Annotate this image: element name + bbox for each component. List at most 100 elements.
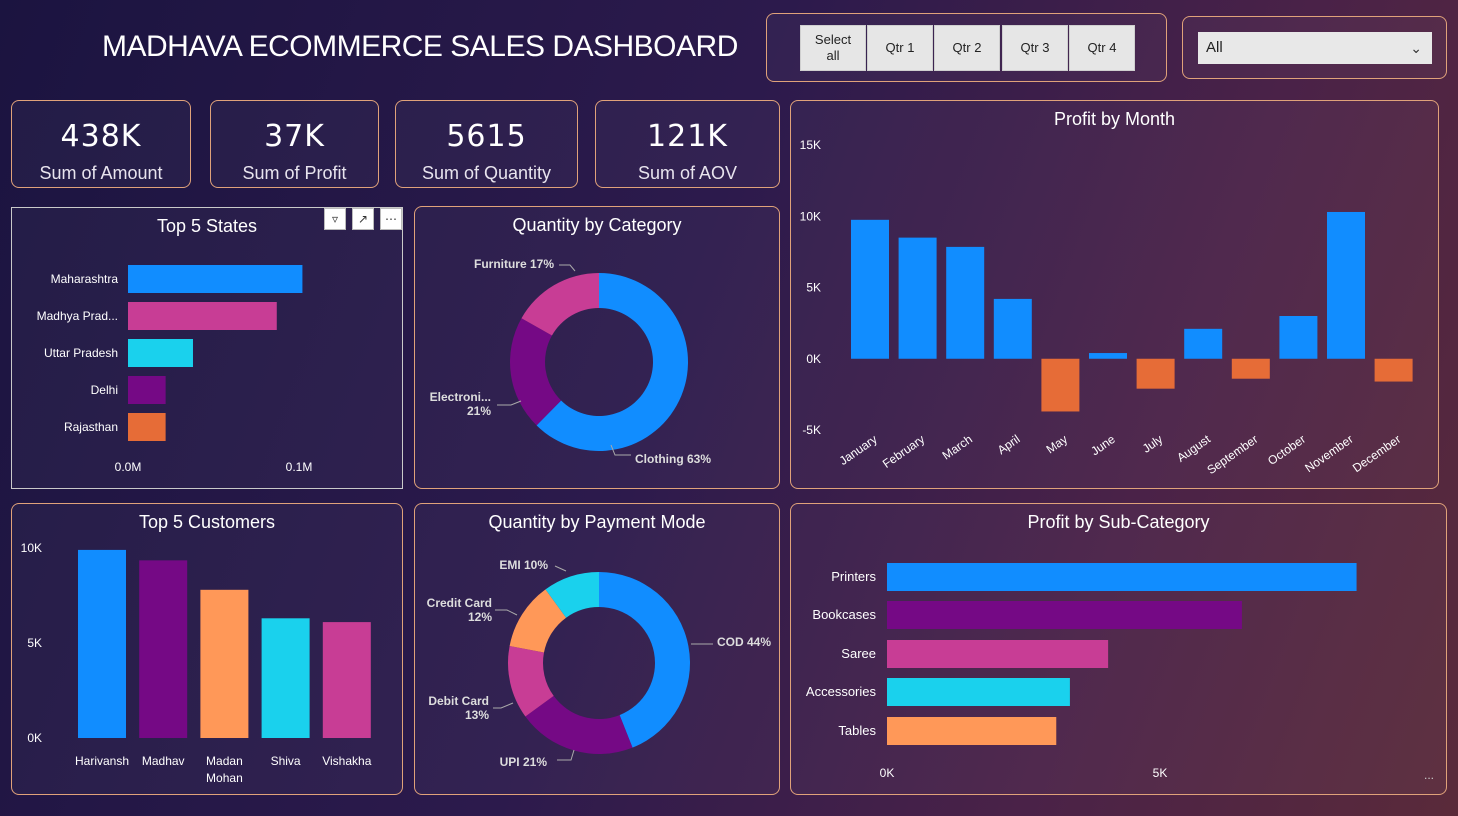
slicer-qtr3-button[interactable]: Qtr 3 — [1002, 25, 1068, 71]
tick-label: 0K — [806, 352, 821, 366]
slice — [509, 589, 567, 653]
bar — [1279, 316, 1318, 359]
slice-label: EMI 10% — [499, 558, 548, 572]
category-label: Tables — [838, 723, 876, 738]
bar — [887, 563, 1357, 591]
slicer-qtr2-button[interactable]: Qtr 2 — [934, 25, 1000, 71]
leader-line — [493, 702, 514, 709]
chart-title: Quantity by Payment Mode — [488, 512, 706, 532]
bar — [887, 640, 1109, 668]
tick-label: 0K — [880, 766, 895, 780]
bar — [261, 618, 310, 738]
tick-label: 10K — [21, 541, 42, 555]
bar — [128, 413, 166, 441]
bar — [200, 589, 249, 738]
slice — [525, 695, 633, 754]
focus-mode-icon[interactable]: ↗ — [352, 208, 374, 230]
kpi-card-amount: 438K Sum of Amount — [11, 100, 191, 188]
category-label: Vishakha — [322, 754, 371, 768]
category-label: Rajasthan — [64, 420, 118, 434]
bar — [898, 237, 937, 359]
bar — [1374, 358, 1413, 382]
category-label: September — [1204, 432, 1260, 477]
more-options-icon[interactable]: ⋯ — [380, 208, 402, 230]
bar — [128, 376, 166, 404]
leader-line — [554, 565, 567, 572]
category-label: Accessories — [806, 684, 877, 699]
bar — [946, 246, 985, 359]
category-label: August — [1174, 432, 1213, 465]
category-label: February — [880, 432, 927, 471]
slice-label: Furniture 17% — [474, 257, 554, 271]
bar — [322, 622, 371, 738]
tick-label: 0.0M — [115, 460, 142, 474]
qty-category-chart: Clothing 63% Electroni...21% Furniture 17% — [430, 257, 712, 466]
chevron-down-icon: ⌄ — [1410, 40, 1422, 56]
category-label: March — [940, 432, 975, 463]
filter-icon[interactable]: ▿ — [324, 208, 346, 230]
slice-label: Credit Card — [427, 596, 492, 610]
leader-line — [559, 264, 576, 272]
chart-title: Quantity by Category — [512, 215, 682, 235]
category-label: Bookcases — [812, 607, 876, 622]
slice-label: UPI 21% — [500, 755, 548, 769]
top-customers-panel: Top 5 Customers 10K 5K 0K Harivansh Madhav Ma… — [11, 503, 403, 795]
tick-label: 10K — [800, 209, 821, 223]
category-label: Delhi — [91, 383, 118, 397]
category-label: April — [995, 432, 1023, 457]
category-label: Maharashtra — [51, 272, 119, 286]
top-customers-chart: 10K 5K 0K Harivansh Madhav Madan Mohan Shiva Vis… — [21, 541, 372, 785]
tick-label: 0.1M — [286, 460, 313, 474]
slicer-qtr1-button[interactable]: Qtr 1 — [867, 25, 933, 71]
slice-label: COD 44% — [717, 635, 771, 649]
category-label: November — [1302, 432, 1355, 475]
kpi-label: Sum of Profit — [242, 163, 347, 183]
bar — [128, 339, 193, 367]
filter-dropdown[interactable]: All ⌄ — [1198, 32, 1432, 64]
kpi-label: Sum of Quantity — [421, 163, 552, 183]
category-label: Madhav — [142, 754, 185, 768]
bar — [887, 678, 1070, 706]
slice-label: Clothing 63% — [635, 452, 711, 466]
chart-title: Top 5 States — [156, 216, 258, 236]
tick-label: 5K — [806, 281, 821, 295]
leader-line — [557, 749, 575, 761]
profit-month-chart: 15K 10K 5K 0K -5K January February March April Ma… — [800, 138, 1413, 477]
slice-label: 21% — [467, 404, 491, 418]
profit-subcat-chart: Printers Bookcases Saree Accessories Tables 0… — [806, 563, 1357, 780]
bar — [139, 560, 188, 738]
bar — [887, 717, 1057, 745]
bar — [1136, 358, 1175, 389]
category-label: May — [1044, 432, 1071, 456]
kpi-card-quantity: 5615 Sum of Quantity — [395, 100, 578, 188]
top-states-panel[interactable]: Top 5 States ▿ ↗ ⋯ Maharashtra Madhya Pra… — [11, 207, 403, 489]
slicer-qtr4-button[interactable]: Qtr 4 — [1069, 25, 1135, 71]
slice — [508, 645, 554, 717]
category-label: January — [837, 432, 880, 468]
kpi-value: 121K — [647, 119, 728, 154]
bar — [993, 298, 1032, 359]
slice — [599, 572, 690, 748]
bar — [128, 302, 277, 330]
more-indicator[interactable]: ... — [1423, 768, 1434, 782]
bar — [851, 219, 889, 359]
kpi-value: 438K — [60, 119, 142, 154]
kpi-card-aov: 121K Sum of AOV — [595, 100, 780, 188]
dropdown-slicer: All ⌄ — [1182, 16, 1447, 79]
slicer-button-label: Qtr 3 — [1020, 40, 1050, 55]
slicer-button-label: Qtr 2 — [952, 40, 982, 55]
slice-label: Debit Card — [428, 694, 489, 708]
slicer-select-all-button[interactable]: Select all — [800, 25, 866, 71]
category-label: Shiva — [271, 754, 301, 768]
slice — [545, 572, 599, 618]
category-label: Printers — [831, 569, 876, 584]
kpi-card-profit: 37K Sum of Profit — [210, 100, 379, 188]
bar — [1041, 358, 1080, 412]
quarter-slicer: Select all Qtr 1 Qtr 2 Qtr 3 Qtr 4 — [766, 13, 1167, 82]
category-label: Harivansh — [75, 754, 129, 768]
category-label: Saree — [841, 646, 876, 661]
profit-month-panel: Profit by Month 15K 10K 5K 0K -5K January Febr… — [790, 100, 1439, 489]
category-label: June — [1088, 432, 1118, 459]
category-label: October — [1265, 432, 1308, 468]
category-label: Mohan — [206, 771, 243, 785]
